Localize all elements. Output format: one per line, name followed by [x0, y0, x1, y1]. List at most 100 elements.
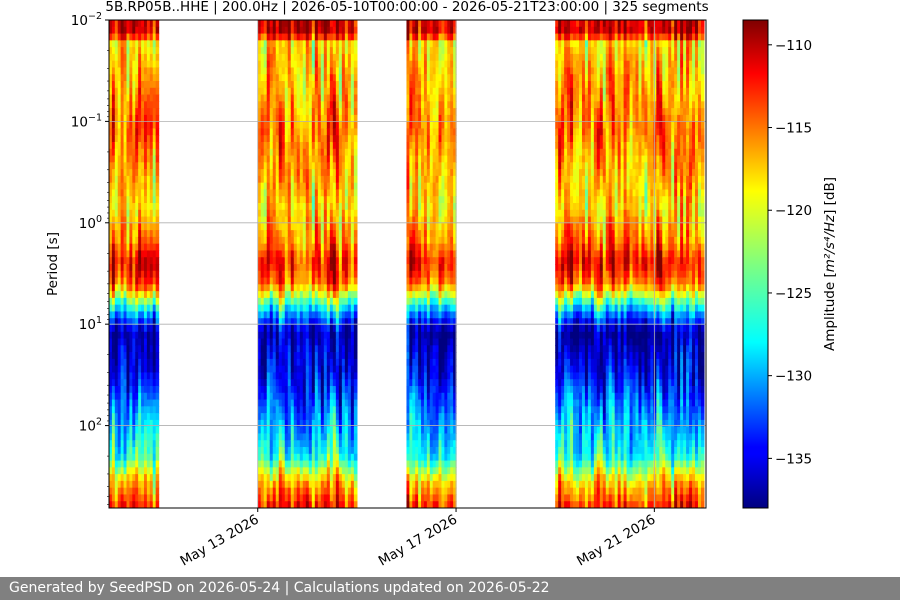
heatmap-cell [284, 399, 289, 407]
heatmap-cell [117, 182, 122, 191]
heatmap-cell [284, 426, 289, 435]
heatmap-cell [326, 433, 331, 441]
heatmap-cell [409, 94, 413, 102]
heatmap-cell [338, 33, 343, 41]
heatmap-cell [129, 108, 133, 116]
heatmap-cell [426, 223, 431, 231]
heatmap-cell [129, 94, 133, 102]
heatmap-cell [421, 189, 425, 197]
heatmap-cell [317, 114, 322, 123]
heatmap-cell [447, 203, 451, 211]
heatmap-cell [344, 379, 349, 387]
heatmap-cell [429, 284, 434, 292]
heatmap-cell [114, 277, 119, 285]
heatmap-cell [421, 60, 425, 69]
heatmap-cell [335, 175, 340, 184]
heatmap-cell [423, 345, 428, 353]
heatmap-cell [149, 74, 154, 82]
heatmap-cell [326, 257, 331, 265]
heatmap-cell [426, 264, 431, 272]
heatmap-cell [441, 257, 445, 265]
heatmap-cell [293, 318, 298, 326]
heatmap-cell [155, 175, 160, 184]
heatmap-cell [409, 501, 413, 508]
heatmap-cell [290, 372, 295, 380]
heatmap-cell [135, 135, 139, 143]
heatmap-cell [284, 243, 289, 252]
heatmap-cell [426, 53, 431, 62]
heatmap-cell [155, 135, 160, 143]
heatmap-cell [406, 169, 410, 177]
heatmap-cell [344, 189, 349, 197]
heatmap-cell [149, 433, 154, 441]
heatmap-cell [117, 135, 122, 143]
heatmap-cell [299, 196, 304, 204]
heatmap-cell [311, 155, 316, 163]
heatmap-cell [561, 33, 565, 41]
heatmap-cell [332, 392, 337, 401]
heatmap-cell [323, 257, 328, 265]
heatmap-cell [347, 243, 352, 252]
heatmap-cell [555, 304, 559, 313]
heatmap-cell [558, 94, 562, 102]
heatmap-cell [114, 81, 119, 89]
heatmap-cell [418, 338, 422, 346]
heatmap-cell [269, 386, 274, 394]
heatmap-cell [432, 189, 437, 197]
heatmap-cell [421, 155, 425, 163]
heatmap-cell [149, 209, 154, 218]
heatmap-cell [453, 94, 457, 102]
heatmap-cell [293, 169, 298, 177]
heatmap-cell [317, 284, 322, 292]
heatmap-cell [329, 148, 334, 157]
heatmap-cell [260, 318, 265, 326]
heatmap-cell [278, 135, 283, 143]
heatmap-cell [558, 392, 562, 401]
heatmap-cell [144, 345, 148, 353]
heatmap-cell [326, 501, 331, 508]
heatmap-cell [341, 135, 346, 143]
heatmap-cell [149, 148, 154, 157]
heatmap-cell [558, 53, 562, 62]
heatmap-cell [450, 209, 454, 218]
heatmap-cell [263, 81, 268, 89]
heatmap-cell [338, 413, 343, 421]
heatmap-cell [281, 291, 286, 299]
heatmap-cell [287, 155, 292, 163]
heatmap-cell [272, 379, 277, 387]
heatmap-cell [453, 325, 457, 333]
heatmap-cell [287, 250, 292, 258]
heatmap-cell [444, 101, 448, 109]
heatmap-cell [126, 358, 131, 367]
heatmap-cell [329, 169, 334, 177]
heatmap-cell [441, 413, 445, 421]
heatmap-cell [432, 81, 437, 89]
heatmap-cell [152, 53, 157, 62]
heatmap-cell [141, 196, 145, 204]
heatmap-cell [347, 345, 352, 353]
heatmap-cell [126, 501, 131, 508]
heatmap-cell [332, 33, 337, 41]
heatmap-cell [129, 297, 133, 306]
heatmap-cell [275, 277, 280, 285]
heatmap-cell [135, 196, 139, 204]
heatmap-cell [432, 121, 437, 130]
heatmap-cell [450, 467, 454, 475]
heatmap-cell [257, 236, 262, 245]
heatmap-cell [558, 209, 562, 218]
heatmap-cell [257, 203, 262, 211]
heatmap-cell [409, 453, 413, 462]
heatmap-cell [421, 236, 425, 245]
heatmap-cell [290, 74, 295, 82]
heatmap-cell [447, 182, 451, 191]
heatmap-cell [311, 284, 316, 292]
heatmap-cell [284, 277, 289, 285]
heatmap-cell [135, 216, 139, 224]
heatmap-cell [329, 284, 334, 292]
heatmap-cell [132, 480, 136, 489]
heatmap-cell [323, 108, 328, 116]
heatmap-cell [347, 413, 352, 421]
heatmap-cell [152, 392, 157, 401]
heatmap-cell [114, 447, 119, 455]
heatmap-cell [296, 311, 301, 319]
